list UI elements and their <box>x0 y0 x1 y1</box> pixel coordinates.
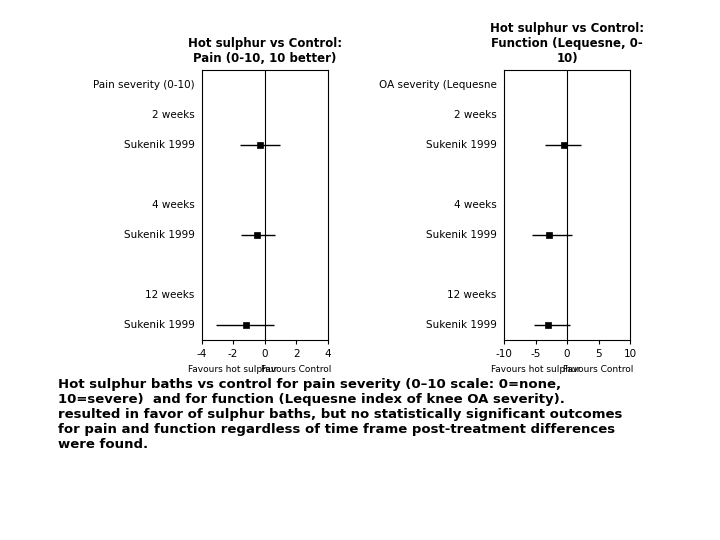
Text: 2 weeks: 2 weeks <box>454 110 497 120</box>
Text: Pain severity (0-10): Pain severity (0-10) <box>93 80 194 90</box>
Text: Favours hot sulphur: Favours hot sulphur <box>189 366 278 374</box>
Text: 4 weeks: 4 weeks <box>152 200 194 210</box>
Text: Sukenik 1999: Sukenik 1999 <box>124 230 194 240</box>
Text: 4 weeks: 4 weeks <box>454 200 497 210</box>
Text: Sukenik 1999: Sukenik 1999 <box>124 140 194 150</box>
Text: Sukenik 1999: Sukenik 1999 <box>426 320 497 330</box>
Text: OA severity (Lequesne: OA severity (Lequesne <box>379 80 497 90</box>
Text: Sukenik 1999: Sukenik 1999 <box>124 320 194 330</box>
Text: 2 weeks: 2 weeks <box>152 110 194 120</box>
Text: 12 weeks: 12 weeks <box>447 290 497 300</box>
Text: Favours Control: Favours Control <box>261 366 331 374</box>
Text: Favours Control: Favours Control <box>563 366 634 374</box>
Text: 12 weeks: 12 weeks <box>145 290 194 300</box>
Text: Sukenik 1999: Sukenik 1999 <box>426 230 497 240</box>
Text: Favours hot sulphur: Favours hot sulphur <box>491 366 580 374</box>
Text: Hot sulphur vs Control:
Function (Lequesne, 0-
10): Hot sulphur vs Control: Function (Leques… <box>490 22 644 65</box>
Text: Sukenik 1999: Sukenik 1999 <box>426 140 497 150</box>
Text: Hot sulphur baths vs control for pain severity (0–10 scale: 0=none,
10=severe)  : Hot sulphur baths vs control for pain se… <box>58 378 622 451</box>
Text: Hot sulphur vs Control:
Pain (0-10, 10 better): Hot sulphur vs Control: Pain (0-10, 10 b… <box>187 37 342 65</box>
